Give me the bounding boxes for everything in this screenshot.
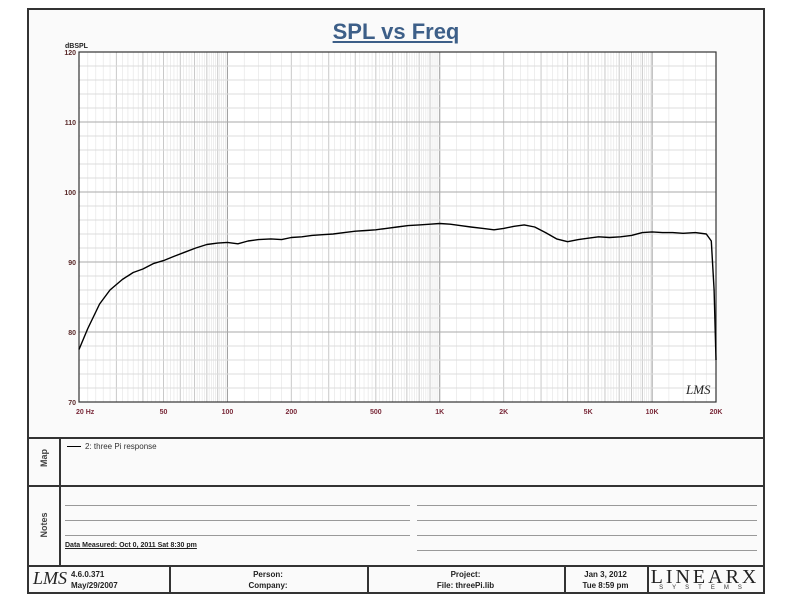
legend-label: 2: three Pi response <box>85 442 157 451</box>
x-tick-label: 10K <box>646 409 659 416</box>
footer-time: Tue 8:59 pm <box>582 581 629 590</box>
x-tick-label: 200 <box>285 409 297 416</box>
x-tick-label: 2K <box>499 409 508 416</box>
lms-watermark: LMS <box>685 382 711 397</box>
file-label: File: threePi.lib <box>436 581 495 590</box>
x-tick-label: 1K <box>435 409 444 416</box>
linearx-logo: LINEARX SYSTEMS <box>649 566 761 591</box>
notes-line <box>417 520 757 521</box>
map-side-divider <box>59 437 61 485</box>
notes-line <box>65 520 410 521</box>
series-line <box>78 222 717 361</box>
notes-side-divider <box>59 485 61 565</box>
footer-divider <box>367 565 369 594</box>
x-tick-label: 500 <box>370 409 382 416</box>
map-side-label: Map <box>39 449 49 467</box>
notes-line <box>417 535 757 536</box>
notes-side-label: Notes <box>39 512 49 538</box>
project-cell: Project: File: threePi.lib <box>367 569 564 591</box>
map-top-divider <box>29 437 763 439</box>
report-sheet: SPL vs Freq 70 80 90 100 110 120 dBSPL 20 Hz 50 1… <box>27 8 765 594</box>
notes-line <box>65 535 410 536</box>
version-number: 4.6.0.371 <box>71 570 105 579</box>
legend-swatch <box>67 446 81 447</box>
y-axis-label: dBSPL <box>65 43 89 50</box>
brand-sub: SYSTEMS <box>659 585 751 591</box>
y-tick-label: 110 <box>65 120 76 127</box>
footer-divider <box>647 565 649 594</box>
plot-frame <box>78 51 717 403</box>
footer-divider <box>564 565 566 594</box>
version-date: May/29/2007 <box>71 581 118 590</box>
x-tick-label: 20 Hz <box>76 409 95 416</box>
date-measured: Data Measured: Oct 0, 2011 Sat 8:30 pm <box>65 542 197 549</box>
notes-line <box>417 505 757 506</box>
y-tick-label: 100 <box>64 190 76 197</box>
footer-divider <box>29 565 763 567</box>
x-tick-label: 20K <box>710 409 723 416</box>
x-tick-label: 50 <box>160 409 168 416</box>
y-tick-label: 80 <box>68 330 76 337</box>
y-tick-label: 120 <box>64 50 76 57</box>
lms-logo: LMS <box>33 568 68 588</box>
version-info: 4.6.0.371 May/29/2007 <box>71 569 118 591</box>
chart-title: SPL vs Freq <box>332 19 460 44</box>
y-tick-label: 70 <box>68 400 76 407</box>
y-tick-label: 90 <box>68 260 76 267</box>
notes-line <box>417 550 757 551</box>
brand-name: LINEARX <box>650 566 760 588</box>
x-tick-label: 100 <box>222 409 234 416</box>
notes-top-divider <box>29 485 763 487</box>
company-label: Company: <box>248 581 288 590</box>
person-label: Person: <box>253 570 283 579</box>
project-label: Project: <box>450 570 481 579</box>
person-company-cell: Person: Company: <box>169 569 367 591</box>
notes-line <box>65 505 410 506</box>
footer-divider <box>169 565 171 594</box>
footer-date: Jan 3, 2012 <box>584 570 627 579</box>
datetime-cell: Jan 3, 2012 Tue 8:59 pm <box>564 569 647 591</box>
x-tick-label: 5K <box>584 409 593 416</box>
